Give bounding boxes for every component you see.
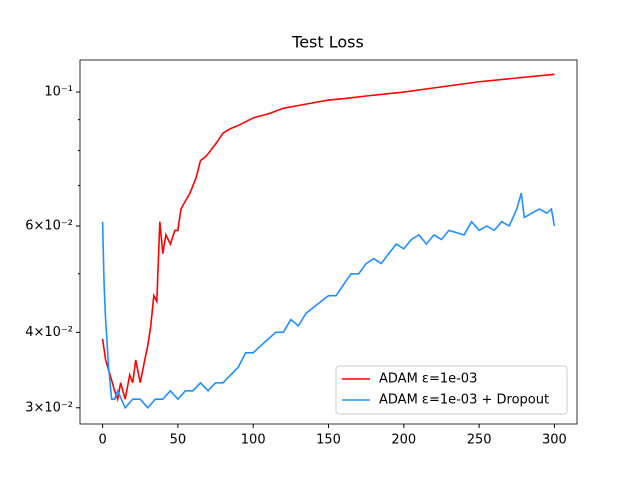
x-tick-label: 100 bbox=[241, 433, 266, 448]
y-tick-label: 6×10⁻² bbox=[25, 219, 73, 234]
y-tick-label: 3×10⁻² bbox=[25, 400, 73, 415]
series-line bbox=[101, 192, 556, 410]
chart-title: Test Loss bbox=[291, 33, 364, 52]
x-tick-label: 250 bbox=[467, 433, 492, 448]
x-tick-label: 0 bbox=[98, 433, 106, 448]
x-tick-label: 300 bbox=[542, 433, 567, 448]
legend-box bbox=[335, 365, 568, 415]
x-tick-label: 200 bbox=[391, 433, 416, 448]
plot-frame bbox=[79, 59, 578, 425]
y-tick-label: 4×10⁻² bbox=[25, 325, 73, 340]
x-tick-label: 50 bbox=[170, 433, 187, 448]
series-line bbox=[101, 73, 555, 403]
y-tick-label: 10⁻¹ bbox=[44, 85, 73, 100]
x-tick-label: 150 bbox=[316, 433, 341, 448]
legend-label: ADAM ε=1e-03 bbox=[379, 372, 477, 387]
legend-label: ADAM ε=1e-03 + Dropout bbox=[379, 393, 549, 408]
